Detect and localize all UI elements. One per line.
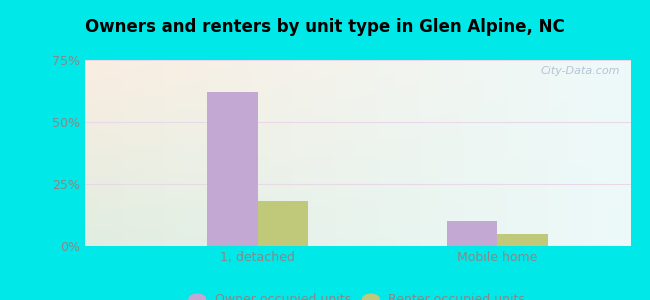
Legend: Owner occupied units, Renter occupied units: Owner occupied units, Renter occupied un… [190, 293, 525, 300]
Text: City-Data.com: City-Data.com [540, 66, 619, 76]
Text: Owners and renters by unit type in Glen Alpine, NC: Owners and renters by unit type in Glen … [85, 18, 565, 36]
Bar [447, 221, 497, 246]
Bar [207, 92, 257, 246]
Bar [257, 201, 308, 246]
Bar [497, 234, 548, 246]
